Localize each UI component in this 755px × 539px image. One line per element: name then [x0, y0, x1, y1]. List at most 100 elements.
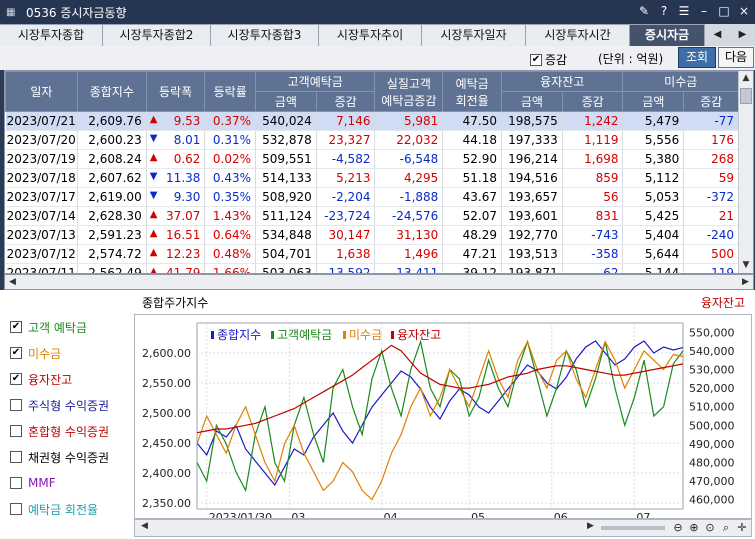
row-margin-amt: 193,657 — [501, 187, 563, 207]
row-real-deposit: -13,411 — [374, 263, 444, 273]
table-row[interactable]: 2023/07/13 2,591.23 ▲ 16.51 0.64% 534,848 30,1… — [5, 225, 739, 245]
row-deposit-amt: 534,848 — [255, 225, 317, 245]
close-icon[interactable]: × — [738, 4, 750, 18]
row-real-deposit: 5,981 — [374, 111, 444, 131]
table-row[interactable]: 2023/07/21 2,609.76 ▲ 9.53 0.37% 540,024 7,146… — [5, 111, 739, 131]
row-change: ▼ 11.38 — [146, 168, 206, 188]
series-checkbox[interactable]: ✔ — [10, 321, 22, 333]
table-row[interactable]: 2023/07/17 2,619.00 ▼ 9.30 0.35% 508,920 -2,20… — [5, 187, 739, 207]
col-date[interactable]: 일자 — [5, 71, 78, 112]
col-margin-amt[interactable]: 금액 — [501, 91, 563, 112]
series-checkbox[interactable]: ✔ — [10, 347, 22, 359]
tab-market-daily[interactable]: 시장투자일자 — [422, 24, 526, 46]
series-checkbox[interactable]: ✔ — [10, 373, 22, 385]
col-unpaid-chg[interactable]: 증감 — [683, 91, 739, 112]
series-check-item[interactable]: 채권형 수익증권 — [10, 444, 130, 470]
table-row[interactable]: 2023/07/12 2,574.72 ▲ 12.23 0.48% 504,701 1,63… — [5, 244, 739, 264]
col-deposit[interactable]: 고객예탁금 — [255, 71, 376, 92]
tab-market-summary-3[interactable]: 시장투자종합3 — [211, 24, 319, 46]
menu-icon[interactable]: ☰ — [678, 4, 690, 18]
series-check-item[interactable]: MMF — [10, 470, 130, 496]
maximize-icon[interactable]: □ — [718, 4, 730, 18]
series-checkbox[interactable] — [10, 477, 22, 489]
zoom-fit-icon[interactable]: ⌕ — [722, 521, 730, 534]
series-check-item[interactable]: ✔ 고객 예탁금 — [10, 314, 130, 340]
col-margin[interactable]: 융자잔고 — [500, 71, 624, 92]
line-chart: 2,600.00 2,550.00 2,500.00 2,450.00 2,400.00… — [142, 322, 735, 524]
minimize-icon[interactable]: – — [701, 4, 707, 18]
row-deposit-chg: -2,204 — [316, 187, 376, 207]
x-tick-label: 03 — [291, 511, 305, 518]
scroll-up-icon[interactable]: ▲ — [742, 73, 750, 83]
window-grid-icon[interactable]: ▦ — [6, 6, 16, 18]
tab-market-time[interactable]: 시장투자시간 — [526, 24, 630, 46]
col-margin-chg[interactable]: 증감 — [561, 91, 624, 112]
table-row[interactable]: 2023/07/20 2,600.23 ▼ 8.01 0.31% 532,878 23,32… — [5, 130, 739, 150]
chart-scrollbar[interactable]: ◀ ▶ ⊖ ⊕ ⊙ ⌕ ✛ — [134, 519, 752, 537]
row-turnover: 51.18 — [442, 168, 502, 188]
col-unpaid[interactable]: 미수금 — [622, 71, 739, 92]
zoom-reset-icon[interactable]: ⊙ — [705, 521, 715, 534]
row-unpaid-chg: -77 — [683, 111, 739, 131]
col-deposit-chg[interactable]: 증감 — [315, 91, 376, 112]
col-unpaid-amt[interactable]: 금액 — [622, 91, 685, 112]
change-checkbox-wrap[interactable]: ✔ 증감 — [530, 51, 567, 68]
series-checkbox[interactable] — [10, 503, 22, 515]
right-tick-label: 530,000 — [689, 364, 735, 377]
help-icon[interactable]: ? — [660, 4, 668, 18]
tab-market-summary[interactable]: 시장투자종합 — [0, 24, 103, 46]
scroll-right-icon[interactable]: ▶ — [742, 277, 749, 287]
col-change[interactable]: 등락폭 — [145, 71, 206, 112]
row-unpaid-chg: 176 — [683, 130, 739, 150]
table-horizontal-scrollbar[interactable]: ◀ ▶ — [4, 274, 754, 290]
series-check-item[interactable]: 예탁금 회전율 — [10, 496, 130, 522]
up-triangle-icon: ▲ — [149, 114, 158, 125]
table-vertical-scrollbar[interactable]: ▲ ▼ — [738, 71, 753, 273]
query-button[interactable]: 조회 — [678, 47, 716, 68]
tab-market-summary-2[interactable]: 시장투자종합2 — [103, 24, 211, 46]
zoom-in-icon[interactable]: ⊕ — [689, 521, 699, 534]
col-real-deposit[interactable]: 실질고객 예탁금증감 — [374, 71, 444, 112]
zoom-slider[interactable] — [601, 526, 665, 530]
series-line — [196, 344, 684, 434]
col-kospi[interactable]: 종합지수 — [76, 71, 147, 112]
next-button[interactable]: 다음 — [718, 47, 754, 68]
row-turnover: 47.50 — [442, 111, 502, 131]
chart-scroll-left-icon[interactable]: ◀ — [141, 521, 148, 531]
zoom-out-icon[interactable]: ⊖ — [673, 521, 683, 534]
scroll-thumb[interactable] — [740, 88, 752, 104]
right-tick-label: 550,000 — [689, 326, 735, 339]
table-row[interactable]: 2023/07/14 2,628.30 ▲ 37.07 1.43% 511,124 -23,… — [5, 206, 739, 226]
series-checkbox[interactable] — [10, 399, 22, 411]
row-rate: 0.02% — [204, 149, 257, 169]
col-rate[interactable]: 등락률 — [204, 71, 257, 112]
col-deposit-amt[interactable]: 금액 — [255, 91, 317, 112]
series-check-item[interactable]: ✔ 융자잔고 — [10, 366, 130, 392]
row-unpaid-amt: 5,144 — [622, 263, 685, 273]
pin-icon[interactable]: ✎ — [638, 4, 650, 18]
row-deposit-chg: 7,146 — [316, 111, 376, 131]
plot-area[interactable]: 2,600.00 2,550.00 2,500.00 2,450.00 2,400.00… — [134, 314, 752, 524]
scroll-down-icon[interactable]: ▼ — [742, 260, 750, 270]
chart-scroll-right-icon[interactable]: ▶ — [587, 521, 594, 531]
series-checkbox[interactable] — [10, 451, 22, 463]
left-tick-label: 2,350.00 — [142, 497, 191, 510]
series-checkbox[interactable] — [10, 425, 22, 437]
series-check-item[interactable]: ✔ 미수금 — [10, 340, 130, 366]
col-turnover[interactable]: 예탁금 회전율 — [442, 71, 502, 112]
tab-market-trend[interactable]: 시장투자추이 — [319, 24, 422, 46]
series-check-item[interactable]: 주식형 수익증권 — [10, 392, 130, 418]
row-real-deposit: -6,548 — [374, 149, 444, 169]
tab-left-arrow-icon[interactable]: ◀ — [713, 29, 722, 40]
change-checkbox[interactable]: ✔ — [530, 53, 542, 66]
table-row[interactable]: 2023/07/11 2,562.49 ▲ 41.79 1.66% 503,063 -13,… — [5, 263, 739, 274]
crosshair-icon[interactable]: ✛ — [737, 521, 747, 534]
row-deposit-amt: 504,701 — [255, 244, 317, 264]
tab-right-arrow-icon[interactable]: ▶ — [738, 29, 747, 40]
series-check-item[interactable]: 혼합형 수익증권 — [10, 418, 130, 444]
table-row[interactable]: 2023/07/18 2,607.62 ▼ 11.38 0.43% 514,133 5,21… — [5, 168, 739, 188]
up-triangle-icon: ▲ — [149, 266, 158, 274]
scroll-left-icon[interactable]: ◀ — [9, 277, 16, 287]
table-row[interactable]: 2023/07/19 2,608.24 ▲ 0.62 0.02% 509,551 -4,58… — [5, 149, 739, 169]
tab-stock-funds[interactable]: 증시자금 — [630, 24, 705, 46]
